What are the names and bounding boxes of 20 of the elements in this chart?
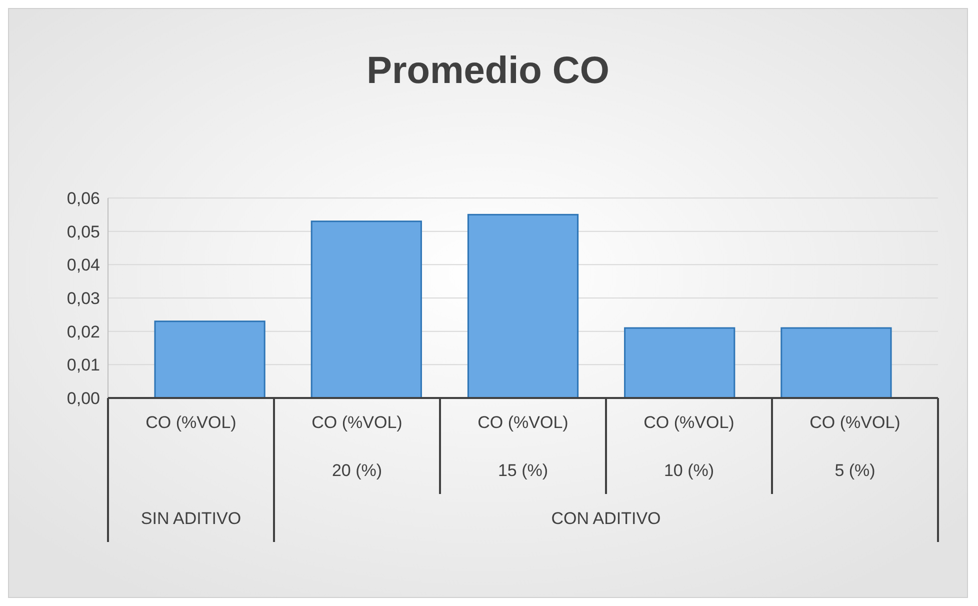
text: CON ADITIVO (551, 509, 661, 528)
x-tick-label: CO (%VOL) (146, 413, 236, 432)
bar (154, 320, 266, 399)
bar (780, 327, 892, 399)
y-tick-label: 0,04 (66, 256, 100, 275)
text: SIN ADITIVO (140, 509, 242, 528)
y-tick-label: 0,01 (66, 356, 100, 375)
category-label: CO (%VOL) 20 (%) (312, 413, 402, 480)
chart-title: Promedio CO (366, 50, 610, 92)
category-label: CO (%VOL) 5 (%) (810, 413, 900, 480)
category-label: CO (%VOL) 10 (%) (644, 413, 734, 480)
y-tick-label: 0,02 (66, 322, 100, 342)
bar (467, 214, 579, 399)
y-tick-label: 0,05 (66, 222, 100, 242)
category-label: CO (%VOL) 15 (%) (478, 413, 568, 480)
y-tick-label: 0,06 (66, 188, 100, 208)
y-tick-label: 0,03 (66, 288, 100, 308)
y-tick-label: 0,00 (66, 388, 100, 408)
bar (624, 327, 736, 399)
bar (310, 220, 422, 399)
